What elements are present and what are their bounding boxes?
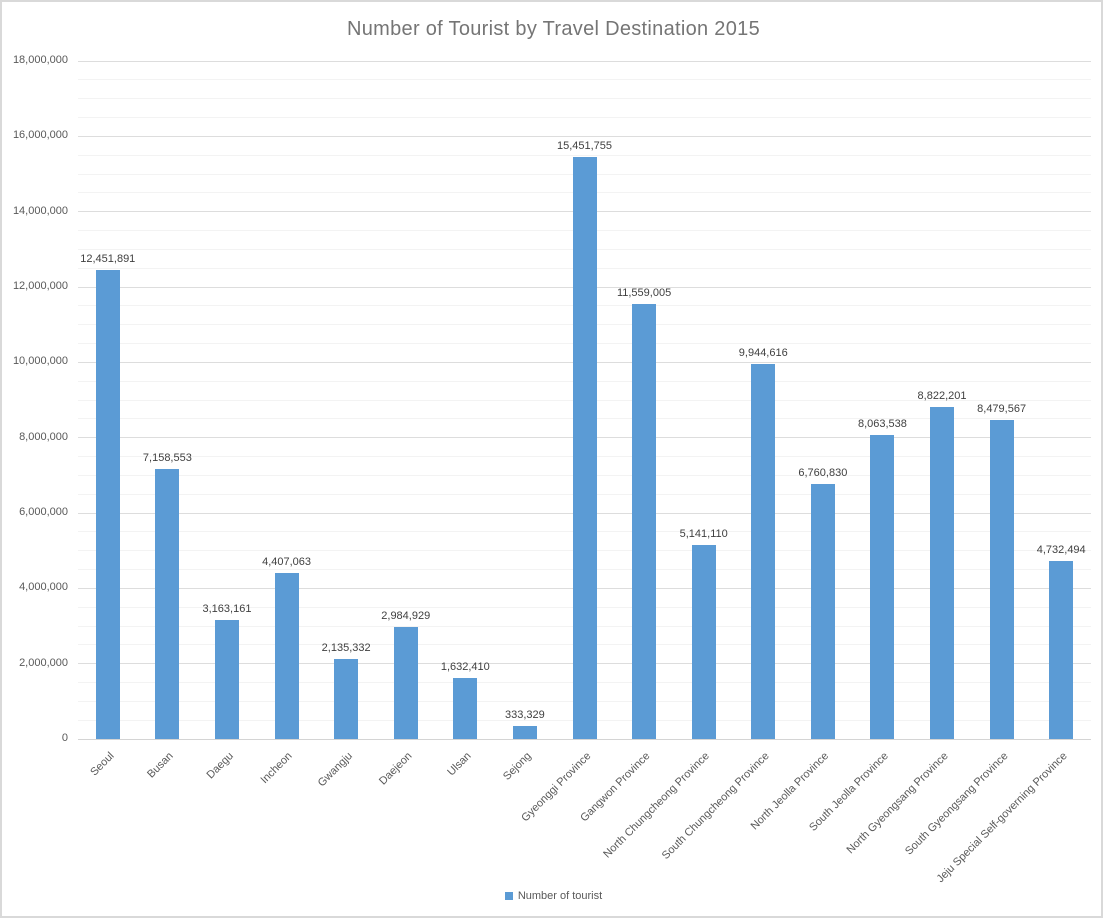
bar-value-label: 8,063,538 xyxy=(857,418,907,431)
bar-value-label: 6,760,830 xyxy=(798,467,848,480)
bar-value-label: 2,135,332 xyxy=(321,641,371,654)
gridline-minor xyxy=(78,154,1091,156)
y-axis-tick-label: 16,000,000 xyxy=(12,129,68,142)
bar-value-label: 5,141,110 xyxy=(679,528,728,541)
bar xyxy=(214,619,239,739)
bar xyxy=(453,677,478,739)
y-axis-tick-label: 8,000,000 xyxy=(19,430,68,443)
x-axis-category-label: Seoul xyxy=(87,750,117,779)
x-axis-category-label: Daejeon xyxy=(376,750,415,788)
bar-value-label: 7,158,553 xyxy=(142,452,192,465)
bar-value-label: 4,732,494 xyxy=(1036,543,1086,556)
bar xyxy=(870,435,895,739)
y-axis-tick-label: 18,000,000 xyxy=(12,54,68,66)
x-axis-category-label: South Chungcheong Province xyxy=(659,750,772,862)
y-axis-tick-label: 4,000,000 xyxy=(19,581,68,594)
bar xyxy=(751,364,776,739)
bar-value-label: 15,451,755 xyxy=(556,139,613,152)
gridline-minor xyxy=(78,117,1091,118)
legend-series-label: Number of tourist xyxy=(517,890,603,902)
y-axis-tick-label: 0 xyxy=(61,732,68,744)
bar-value-label: 1,632,410 xyxy=(440,660,490,673)
bar-value-label: 8,479,567 xyxy=(977,402,1027,415)
bar-value-label: 3,163,161 xyxy=(202,602,252,615)
x-axis-category-label: North Gyeongsang Province xyxy=(844,750,951,857)
bar-value-label: 4,407,063 xyxy=(262,556,312,568)
x-axis-category-label: Ulsan xyxy=(445,750,474,779)
y-axis-tick-label: 12,000,000 xyxy=(12,280,68,292)
bar xyxy=(632,303,657,739)
bar xyxy=(930,406,955,739)
gridline-minor xyxy=(78,79,1091,81)
bar xyxy=(393,626,418,739)
bar xyxy=(691,545,716,739)
bar xyxy=(810,484,835,739)
x-axis-category-label: South Gyeongsang Province xyxy=(902,750,1011,858)
bar xyxy=(155,469,180,739)
y-axis-tick-label: 2,000,000 xyxy=(19,656,68,669)
bar xyxy=(1049,560,1074,739)
bar-value-label: 12,451,891 xyxy=(80,252,136,265)
y-axis-tick-label: 6,000,000 xyxy=(19,506,68,518)
bar xyxy=(334,658,359,739)
bar-value-label: 8,822,201 xyxy=(917,389,967,402)
gridline-major xyxy=(78,60,1091,62)
x-axis-category-label: Daegu xyxy=(204,750,236,782)
x-axis-line xyxy=(78,738,1091,740)
y-axis-tick-label: 14,000,000 xyxy=(12,204,68,217)
bar xyxy=(274,573,299,739)
x-axis-category-label: North Chungcheong Province xyxy=(601,750,713,861)
chart-title: Number of Tourist by Travel Destination … xyxy=(346,18,761,40)
x-axis-category-label: Gwangju xyxy=(315,750,355,790)
bar-value-label: 333,329 xyxy=(505,709,545,722)
bar xyxy=(512,726,537,739)
bar xyxy=(95,269,120,739)
legend: Number of tourist xyxy=(2,890,1101,902)
x-axis-category-label: Sejong xyxy=(500,750,534,783)
bar-value-label: 11,559,005 xyxy=(616,286,672,299)
gridline-minor xyxy=(78,98,1091,100)
bar xyxy=(572,156,597,739)
x-axis-category-label: Busan xyxy=(145,750,176,781)
bar-value-label: 9,944,616 xyxy=(738,347,788,360)
x-axis-category-label: Jeju Special Self-governing Province xyxy=(934,750,1070,886)
bar-value-label: 2,984,929 xyxy=(381,609,431,622)
gridline-major xyxy=(78,135,1091,137)
legend-marker-icon xyxy=(504,892,513,900)
x-axis-category-label: Incheon xyxy=(258,750,296,787)
y-axis-tick-label: 10,000,000 xyxy=(12,355,68,368)
bar xyxy=(989,419,1014,739)
